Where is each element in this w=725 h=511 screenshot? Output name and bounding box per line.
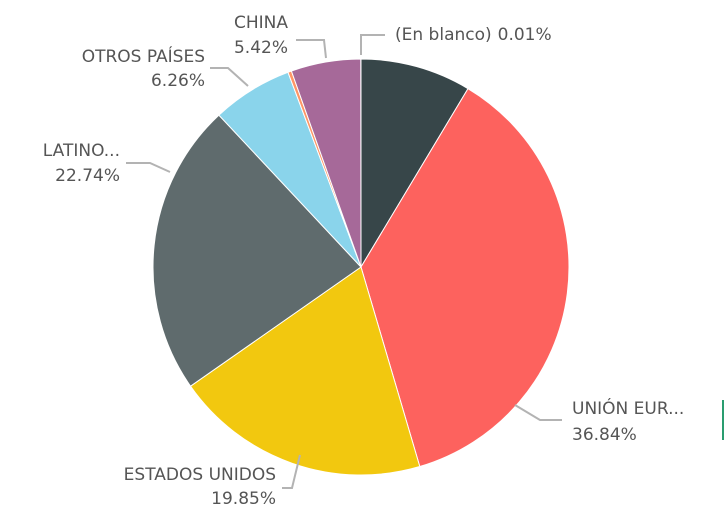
value-label: 6.26%	[151, 71, 205, 91]
leader-line	[210, 67, 249, 87]
value-label: 36.84%	[572, 425, 637, 445]
category-label: LATINO...	[43, 141, 120, 161]
slice	[152, 114, 362, 387]
slice	[360, 87, 570, 468]
value-label: 19.85%	[211, 489, 276, 509]
slices	[152, 58, 570, 476]
value-label: 0.01%	[498, 25, 552, 45]
slice-label: (En blanco) 0.01%	[395, 25, 552, 45]
value-label: 22.74%	[55, 166, 120, 186]
category-label: (En blanco)	[395, 25, 492, 45]
slice	[189, 266, 421, 476]
value-label: 5.42%	[234, 38, 288, 58]
category-label: ESTADOS UNIDOS	[124, 465, 276, 485]
leader-line	[126, 162, 171, 173]
category-label: UNIÓN EUR...	[572, 397, 684, 419]
leader-line	[514, 404, 562, 421]
leader-line	[282, 454, 301, 489]
category-label: OTROS PAÍSES	[82, 45, 205, 67]
leader-line	[296, 39, 327, 59]
category-label: CHINA	[234, 13, 288, 33]
leader-line	[360, 34, 385, 55]
slice	[360, 58, 469, 269]
